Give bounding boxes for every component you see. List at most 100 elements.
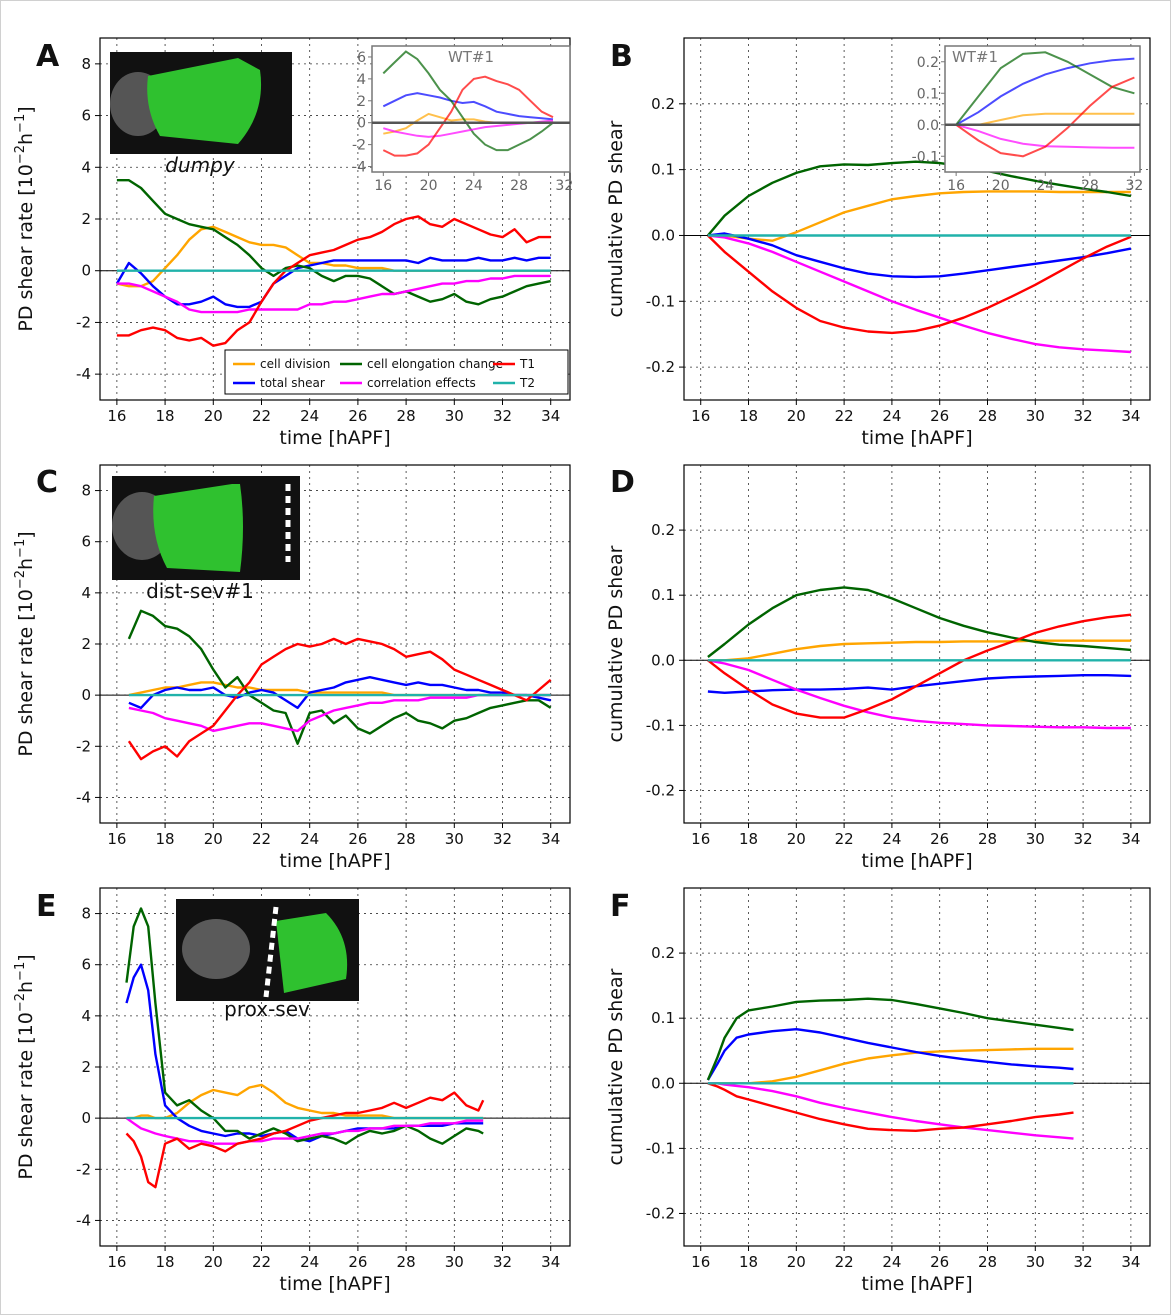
x-tick-label: 26 [348, 407, 367, 425]
legend-label: T1 [519, 357, 535, 371]
x-tick-label: 28 [978, 1253, 997, 1271]
legend-item: total shear [233, 376, 325, 390]
y-axis-label: PD shear rate [10−2h−1] [13, 106, 37, 331]
series-line-T1 [116, 215, 551, 347]
x-tick-label: 24 [300, 1253, 319, 1271]
series-line-cell-elongation-change [706, 997, 1074, 1081]
inset-series-line-T1 [955, 76, 1135, 158]
y-tick-label: -0.2 [646, 1204, 675, 1222]
legend-item: correlation effects [340, 376, 476, 390]
y-label-part: h [15, 133, 37, 145]
x-tick-label: 24 [300, 407, 319, 425]
series-line-T1 [707, 234, 1132, 335]
series-line-total-shear [706, 1027, 1074, 1081]
y-axis-label: cumulative PD shear [605, 120, 627, 317]
x-tick-label: 20 [204, 1253, 223, 1271]
x-tick-label: 22 [252, 1253, 271, 1271]
y-tick-label: 0.2 [651, 944, 675, 962]
inset-title: WT#1 [952, 48, 998, 66]
series-line-cell-elongation-change [707, 586, 1132, 658]
y-tick-label: 6 [81, 956, 91, 974]
y-tick-label: -2 [76, 737, 91, 755]
x-tick-label: 26 [930, 830, 949, 848]
y-tick-label: 0.0 [651, 1074, 675, 1092]
x-axis-label: time [hAPF] [861, 1273, 972, 1295]
legend-label: T2 [519, 376, 535, 390]
x-tick-label: 34 [1121, 1253, 1140, 1271]
x-axis-label: time [hAPF] [279, 1273, 390, 1295]
x-tick-label: 28 [397, 407, 416, 425]
series-line-T1 [125, 1091, 485, 1189]
x-axis-label: time [hAPF] [861, 850, 972, 872]
y-label-part: PD shear rate [10 [15, 1012, 37, 1179]
x-tick-label: 18 [156, 830, 175, 848]
y-tick-label: -2 [76, 313, 91, 331]
wing-green-region [276, 913, 348, 993]
series-line-cell-elongation-change [706, 160, 1132, 237]
panel-F: 16 18 20 22 24 26 28 30 32 34 -0.2 -0.1 0.0 0.1 0.2 tim… [605, 887, 1151, 1295]
series-line-cell-elongation-change [116, 178, 551, 306]
series-line-T1 [707, 1082, 1074, 1133]
x-tick-label: 20 [204, 407, 223, 425]
series-line-correlation-effects [707, 1082, 1074, 1140]
y-tick-label: 2 [81, 635, 91, 653]
x-tick-label: 16 [691, 407, 710, 425]
x-tick-label: 34 [541, 1253, 560, 1271]
inset-x-tick-label: 32 [1126, 178, 1144, 194]
inset-frame [371, 45, 571, 173]
x-tick-label: 20 [787, 830, 806, 848]
x-axis-label: time [hAPF] [279, 427, 390, 449]
plot-frame [683, 464, 1151, 824]
y-tick-label: 4 [81, 584, 91, 602]
panel-B: 16 18 20 22 24 26 28 30 32 34 -0.2 -0.1 0.0 0.1 0.2 tim… [605, 37, 1151, 449]
y-tick-label: -0.1 [646, 716, 675, 734]
inset-series-line-total-shear [382, 92, 554, 121]
plot-frame [683, 887, 1151, 1247]
wing-hinge-shape [182, 919, 250, 979]
inset-x-tick-label: 16 [374, 178, 392, 194]
y-tick-label: 2 [81, 1058, 91, 1076]
y-tick-label: 0.1 [651, 586, 675, 604]
x-tick-label: 28 [978, 830, 997, 848]
panel-letter: C [36, 465, 58, 500]
y-tick-label: 0.2 [651, 521, 675, 539]
y-label-exp: −1 [13, 962, 28, 981]
wing-label: dist-sev#1 [146, 579, 254, 603]
y-tick-label: 0.1 [651, 1009, 675, 1027]
x-tick-label: 22 [252, 830, 271, 848]
x-tick-label: 26 [348, 1253, 367, 1271]
y-label-exp: −2 [13, 570, 28, 589]
x-tick-label: 34 [1121, 830, 1140, 848]
x-tick-label: 32 [493, 830, 512, 848]
y-label-part: PD shear rate [10 [15, 589, 37, 756]
y-label-exp: −2 [13, 993, 28, 1012]
x-tick-label: 28 [397, 1253, 416, 1271]
x-tick-label: 30 [1026, 830, 1045, 848]
series-line-cell-elongation-change [125, 907, 484, 1145]
y-tick-label: 2 [81, 210, 91, 228]
inset-B-inset: 16 20 24 28 32 -0.1 0.0 0.1 0.2 WT#1 [912, 45, 1144, 194]
series-line-total-shear [128, 676, 551, 710]
x-axis-label: time [hAPF] [279, 850, 390, 872]
y-axis-label: cumulative PD shear [605, 545, 627, 742]
y-label-exp: −1 [13, 539, 28, 558]
x-tick-label: 16 [107, 1253, 126, 1271]
series-line-total-shear [115, 256, 551, 309]
legend-label: cell division [260, 357, 330, 371]
y-label-exp: −1 [13, 114, 28, 133]
x-tick-label: 26 [930, 1253, 949, 1271]
series-line-correlation-effects [125, 1117, 484, 1145]
y-label-exp: −2 [13, 145, 28, 164]
x-tick-label: 18 [739, 830, 758, 848]
inset-series-line-cell-elongation-change [382, 50, 554, 152]
x-tick-label: 24 [300, 830, 319, 848]
y-label-part: h [15, 558, 37, 570]
panel-letter: E [36, 889, 57, 924]
series-line-correlation-effects [116, 274, 551, 314]
y-label-part: ] [15, 954, 37, 961]
wing-image [176, 899, 359, 1001]
y-tick-label: -4 [76, 1211, 91, 1229]
